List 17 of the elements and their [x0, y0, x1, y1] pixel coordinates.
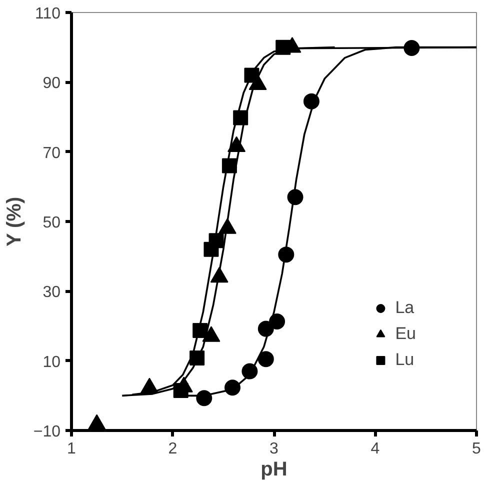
x-tick-label: 5 — [472, 440, 482, 458]
x-tick-label: 1 — [67, 440, 76, 458]
x-tick-label: 2 — [168, 440, 178, 458]
legend-label: Lu — [395, 350, 416, 370]
x-tick-label: 3 — [270, 440, 279, 458]
legend-label: La — [395, 298, 416, 318]
legend-label: Eu — [395, 324, 416, 344]
x-tick-label: 4 — [370, 440, 380, 458]
y-tick-label: 10 — [42, 354, 61, 371]
y-tick-label: 70 — [42, 144, 61, 162]
y-axis-title: Y (%) — [3, 196, 26, 246]
y-tick-label: 50 — [42, 214, 61, 232]
y-tick-label: 30 — [42, 284, 61, 302]
y-tick-label: −10 — [33, 424, 61, 440]
y-tick-label: 90 — [42, 75, 61, 92]
x-axis-title: pH — [260, 458, 288, 480]
y-tick-label: 110 — [34, 6, 61, 22]
